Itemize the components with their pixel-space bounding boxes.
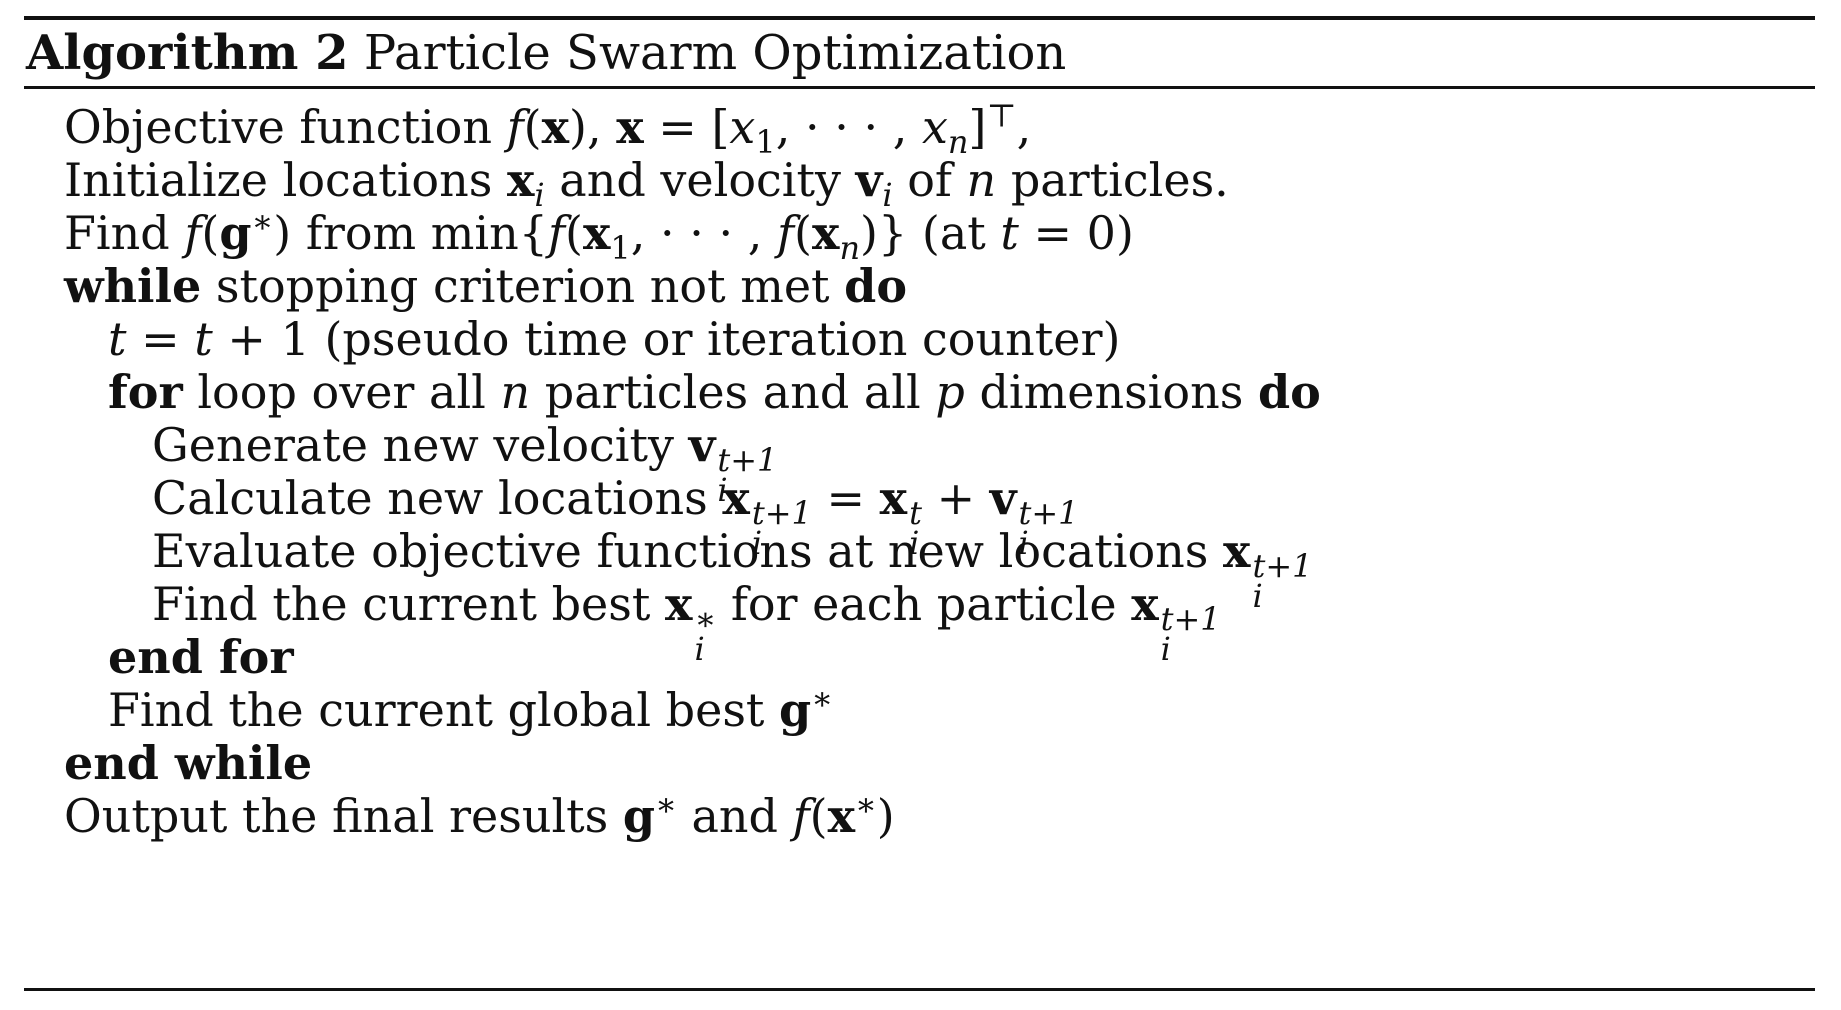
line-while: while stopping criterion not met do — [64, 259, 908, 313]
line-end-while: end while — [64, 736, 313, 790]
line-increment: t = t + 1 (pseudo time or iteration coun… — [108, 312, 1121, 366]
line-objective: Objective function f(x), x = [x1, · · · … — [64, 96, 1032, 162]
bottom-rule — [24, 988, 1815, 991]
line-global-best: Find the current global best g∗ — [108, 679, 833, 737]
top-rule — [24, 16, 1815, 20]
line-find-current-best: Find the current best x ∗ i for each parti… — [152, 577, 1221, 668]
algorithm-caption: Algorithm 2 Particle Swarm Optimization — [26, 22, 1066, 84]
line-end-for: end for — [108, 630, 294, 684]
line-evaluate: Evaluate objective functions at new loca… — [152, 524, 1313, 615]
algorithm-title: Particle Swarm Optimization — [363, 25, 1067, 81]
line-initialize: Initialize locations xi and velocity vi … — [64, 153, 1229, 215]
line-find-initial: Find f(g∗) from min{f(x1, · · · , f(xn)}… — [64, 202, 1134, 268]
line-generate-velocity: Generate new velocity v t+1 i — [152, 418, 778, 509]
line-output: Output the final results g∗ and f(x∗) — [64, 785, 895, 843]
caption-rule — [24, 86, 1815, 89]
line-for: for loop over all n particles and all p … — [108, 365, 1321, 419]
algorithm-label: Algorithm 2 — [26, 25, 349, 81]
